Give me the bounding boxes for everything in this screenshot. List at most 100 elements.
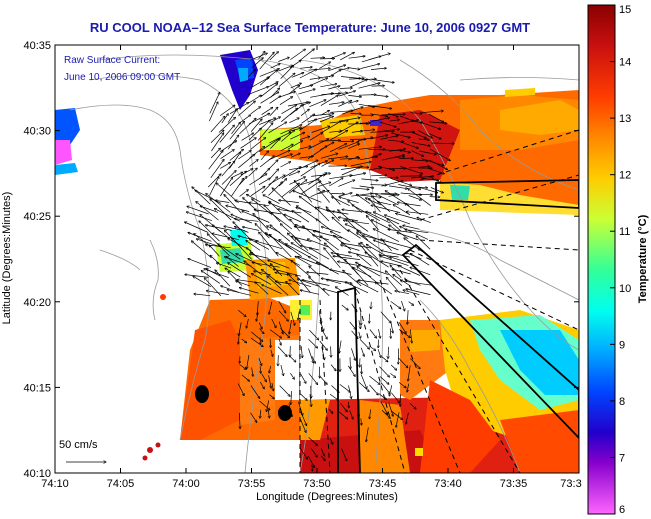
current-vector [221, 161, 235, 177]
current-vector [383, 240, 412, 249]
current-vector [329, 175, 352, 180]
current-vector [249, 160, 259, 167]
current-vector [329, 393, 338, 400]
current-vector [277, 209, 302, 214]
current-vector [318, 207, 332, 213]
current-vector [406, 289, 431, 295]
current-vector [289, 280, 312, 288]
current-vector [308, 173, 327, 185]
current-vector [196, 202, 219, 221]
current-vector [291, 260, 312, 278]
current-vector [280, 144, 294, 152]
current-vector [260, 84, 278, 98]
current-vector [219, 125, 235, 143]
current-vector [366, 427, 369, 442]
current-vector [370, 68, 386, 70]
x-tick-label: 73:55 [238, 478, 266, 490]
current-vector [280, 66, 294, 79]
current-vector [331, 346, 332, 357]
current-vector [185, 222, 209, 233]
current-vector [390, 257, 419, 267]
current-vector [416, 236, 431, 250]
current-vector [339, 118, 360, 122]
x-tick-label: 74:00 [172, 478, 200, 490]
y-tick-label: 40:20 [23, 297, 51, 309]
station-marker [278, 405, 292, 421]
current-vector [278, 57, 289, 62]
current-label-line1: Raw Surface Current: [64, 55, 160, 66]
current-vector [333, 256, 360, 260]
current-vector [370, 175, 387, 176]
current-vector [270, 338, 271, 348]
colorbar-tick-label: 14 [619, 57, 631, 69]
current-vector [380, 136, 399, 140]
transect-boxes [337, 179, 579, 473]
current-vector [321, 160, 333, 167]
current-vector [400, 166, 422, 174]
current-vector [260, 366, 261, 373]
current-vector [241, 374, 250, 381]
current-vector [257, 301, 258, 315]
current-vector [329, 438, 333, 444]
current-vector [275, 282, 292, 285]
current-vector [377, 202, 392, 206]
current-vector [236, 281, 251, 287]
current-vector [258, 357, 262, 366]
current-vector [408, 301, 414, 306]
current-vector [227, 109, 237, 123]
current-vector [216, 263, 232, 269]
current-vector [220, 177, 232, 197]
colorbar-tick-label: 13 [619, 113, 631, 125]
current-vector [330, 53, 346, 59]
current-vector [349, 173, 365, 177]
current-vector [278, 92, 296, 98]
colorbar-ticks: 15 14 13 12 11 10 9 8 7 6 [610, 4, 631, 516]
current-vector [299, 136, 310, 140]
current-vector [280, 328, 290, 338]
current-vector [250, 138, 266, 150]
current-vector [188, 233, 212, 242]
current-vector [229, 171, 247, 187]
current-vector [259, 156, 274, 168]
current-vector [280, 162, 291, 168]
current-vector [250, 385, 260, 399]
current-vector [388, 229, 412, 233]
current-vector [311, 356, 316, 363]
current-vector [225, 268, 241, 278]
current-vector [287, 141, 303, 150]
current-vector [360, 374, 367, 388]
current-vector [320, 236, 339, 251]
current-vector [389, 120, 400, 122]
current-vector [320, 328, 327, 340]
current-vector [371, 220, 391, 230]
current-vector [328, 70, 341, 78]
current-vector [270, 349, 273, 357]
current-vector [251, 331, 262, 342]
current-vector [261, 177, 278, 194]
current-vector [398, 357, 408, 368]
current-vector [241, 338, 247, 343]
current-vector [358, 83, 381, 89]
current-vector [242, 211, 270, 223]
current-vector [418, 186, 438, 193]
y-tick-label: 40:25 [23, 211, 51, 223]
current-vector [365, 252, 389, 268]
current-vector [392, 269, 411, 275]
current-vector [290, 311, 295, 326]
current-vector [347, 365, 355, 377]
current-vector [388, 195, 400, 197]
current-vector [206, 269, 221, 277]
current-vector [369, 409, 370, 419]
current-vector [387, 219, 402, 232]
current-vector [252, 199, 271, 215]
current-vector [400, 226, 429, 240]
current-vector [228, 263, 251, 278]
current-vector [234, 219, 259, 222]
current-vector [430, 177, 442, 183]
current-vector [259, 232, 279, 257]
current-vector [349, 67, 360, 70]
current-vector [329, 93, 348, 95]
current-vector [250, 78, 269, 88]
current-vector [307, 239, 329, 248]
current-vector [408, 167, 430, 169]
